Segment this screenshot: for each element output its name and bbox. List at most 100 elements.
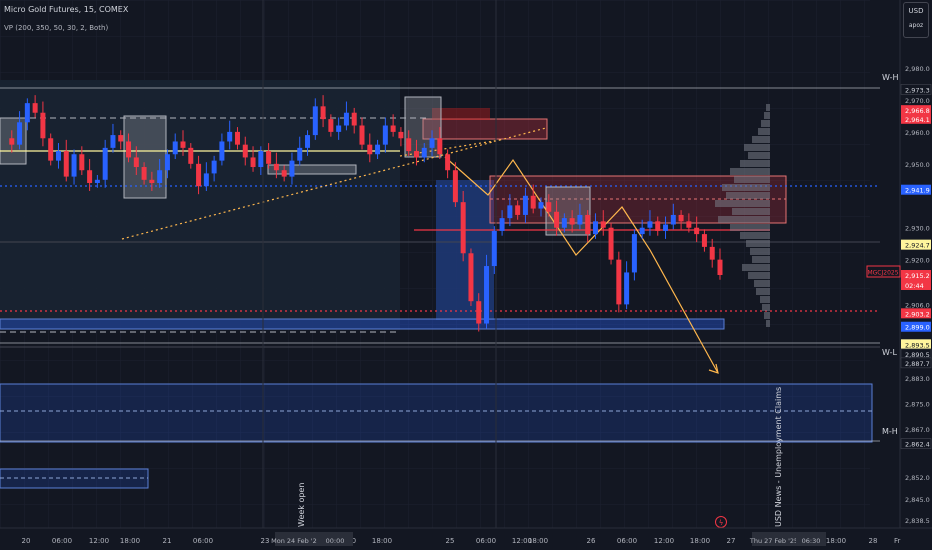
profile-bar-20 [742,264,770,271]
candle-body [670,214,676,225]
price-tick-4: 2,930.0 [905,225,930,233]
candle-body [250,157,256,168]
price-tick-1: 2,970.0 [905,97,930,105]
candle-body [639,227,645,235]
time-label-15: 12:00 [654,537,674,545]
candle-body [429,138,435,148]
price-label-bg-1 [901,105,931,116]
candle-body [157,170,163,183]
week-low-label: W-L [882,348,897,357]
profile-bar-9 [734,176,770,183]
profile-bar-24 [760,296,770,303]
candle-body [522,195,528,215]
time-axis[interactable] [0,528,932,550]
candle-body [709,246,715,260]
time-label-20: 18:00 [826,537,846,545]
price-tick-5: 2,920.0 [905,257,930,265]
candle-body [538,202,544,209]
price-label-6: 02:44 [905,282,924,290]
candle-body [281,170,287,177]
profile-bar-3 [758,128,770,135]
price-tick-7: 2,883.0 [905,375,930,383]
time-highlight-bg-0 [275,532,317,546]
price-label-bg-11 [900,357,932,369]
time-label-8: 18:00 [372,537,392,545]
price-tick-10: 2,852.0 [905,474,930,482]
candle-body [312,106,318,136]
price-label-0: 2,973.3 [905,86,930,94]
week-high-label: W-H [882,73,899,82]
profile-bar-11 [726,192,770,199]
chart-title[interactable]: Micro Gold Futures, 15, COMEX [4,5,129,14]
time-label-10: 06:00 [476,537,496,545]
candle-body [87,170,93,183]
candle-body [180,141,186,148]
currency-sub: apoz [908,22,924,29]
candle-body [631,234,637,273]
candle-body [468,253,474,302]
candle-body [133,157,139,168]
week-open-annotation: Week open [297,483,306,527]
candle-body [421,147,427,158]
candle-body [266,151,272,164]
currency-selector[interactable]: USD apoz [903,2,929,38]
candle-body [79,154,85,171]
time-highlight-1: 00:00 [326,537,345,545]
candle-body [94,179,100,183]
candle-body [569,218,575,225]
candle-body [289,160,295,177]
profile-bar-2 [761,120,770,127]
candle-body [63,151,69,177]
time-label-5: 06:00 [193,537,213,545]
candle-body [110,135,116,148]
candle-body [164,154,170,171]
price-label-12: 2,862.4 [905,441,930,449]
currency-code: USD [908,7,924,15]
profile-bar-5 [744,144,770,151]
candle-body [717,259,723,275]
candle-body [102,147,108,180]
candle-body [351,112,357,126]
time-label-14: 06:00 [617,537,637,545]
time-label-9: 25 [446,537,455,545]
candle-body [663,224,669,231]
candle-body [9,138,15,145]
price-label-2: 2,964.1 [905,116,930,124]
candle-body [476,301,482,324]
symbol-tag-box [866,265,901,278]
candle-body [126,141,132,158]
indicator-legend[interactable]: VP (200, 350, 50, 30, 2, Both) [4,24,109,32]
profile-bar-10 [722,184,770,191]
consolidation-box [545,186,591,236]
profile-bar-23 [756,288,770,295]
candle-body [320,106,326,120]
profile-bar-16 [740,232,770,239]
price-tick-11: 2,845.0 [905,496,930,504]
candle-body [616,259,622,305]
candle-body [305,135,311,148]
candle-body [600,221,606,228]
candle-body [219,141,225,161]
profile-bar-0 [766,104,770,111]
red-block [432,108,490,120]
profile-bar-27 [766,320,770,327]
candle-body [203,173,209,187]
projection-path [444,156,719,374]
candle-body [32,103,38,113]
candle-body [655,221,661,231]
candle-body [234,131,240,145]
candle-body [40,112,46,139]
price-tick-0: 2,980.0 [905,65,930,73]
candle-body [118,135,124,142]
candle-body [242,144,248,158]
price-label-7: 2,903.2 [905,310,930,318]
candle-body [624,272,630,305]
price-tick-6: 2,906.0 [905,301,930,309]
candle-body [398,131,404,139]
symbol-tag: MGCJ2025 [867,270,898,277]
candle-body [452,170,458,203]
candle-body [554,211,560,228]
dotted-trendline [121,127,547,240]
lightning-icon: ϟ [719,519,724,527]
